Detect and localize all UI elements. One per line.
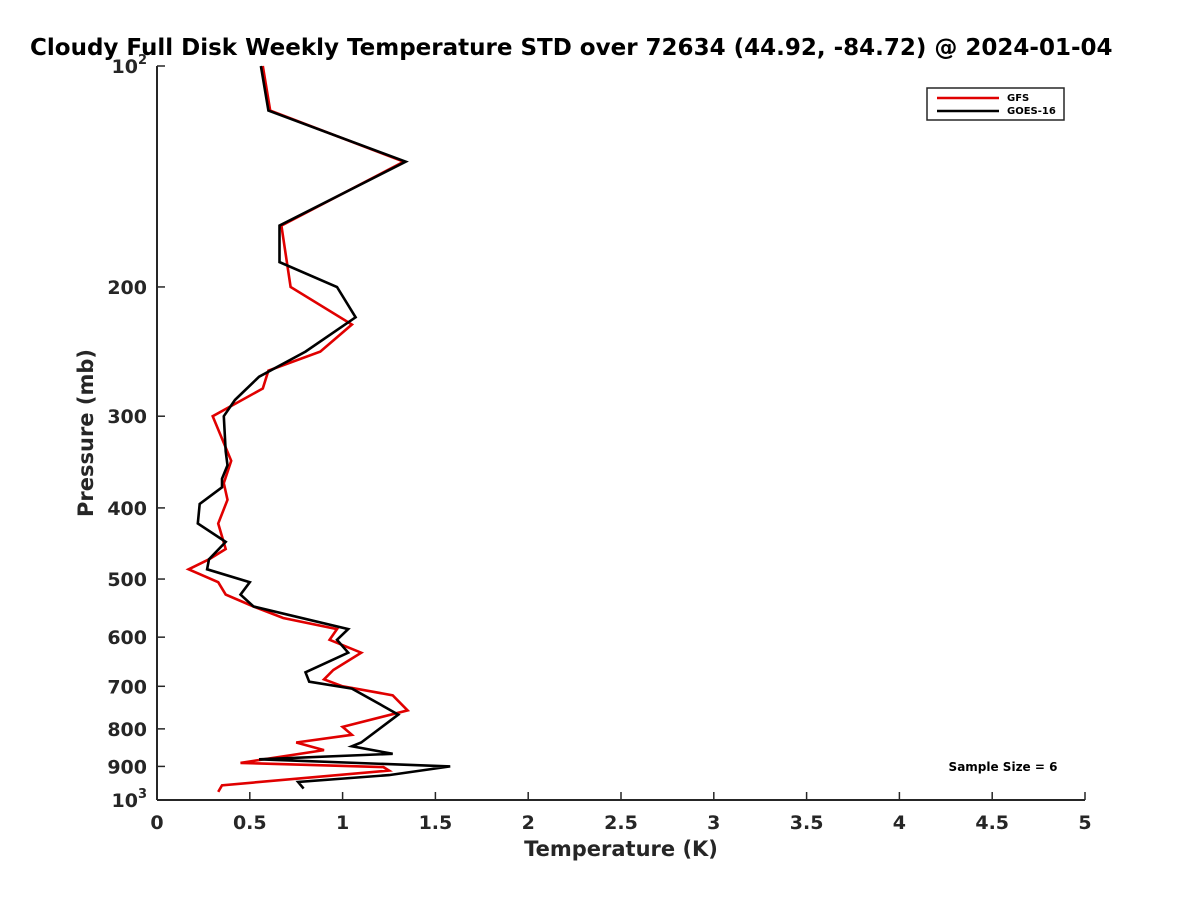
- x-tick-label: 1.5: [419, 812, 453, 834]
- y-tick-base: 10: [112, 56, 138, 78]
- x-tick-label: 0.5: [233, 812, 267, 834]
- x-tick-label: 0: [150, 812, 163, 834]
- legend-box: [926, 87, 1065, 121]
- x-tick-label: 2: [522, 812, 535, 834]
- axes: [156, 66, 1085, 801]
- y-tick-label: 300: [107, 406, 147, 428]
- y-tick-label: 200: [107, 277, 147, 299]
- x-tick-label: 2.5: [604, 812, 638, 834]
- series-layer: [185, 65, 451, 793]
- legend-label-gfs: GFS: [1007, 93, 1029, 104]
- y-tick-label: 900: [107, 756, 147, 778]
- y-tick-label: 700: [107, 676, 147, 698]
- chart-title: Cloudy Full Disk Weekly Temperature STD …: [30, 35, 1113, 61]
- y-axis-label: Pressure (mb): [74, 349, 98, 517]
- x-tick-label: 3.5: [790, 812, 824, 834]
- y-tick-label: 400: [107, 498, 147, 520]
- x-tick-label: 1: [336, 812, 349, 834]
- series-line-gfs: [185, 65, 411, 793]
- x-ticks: 0 0.5 1 1.5 2 2.5 3 3.5 4 4.5 5: [150, 792, 1092, 834]
- y-tick-exponent: 2: [138, 53, 147, 68]
- y-tick-label: 600: [107, 627, 147, 649]
- x-tick-label: 4.5: [975, 812, 1009, 834]
- x-tick-label: 3: [707, 812, 720, 834]
- y-tick-label: 103: [112, 787, 148, 812]
- sample-size-annotation: Sample Size = 6: [949, 760, 1058, 774]
- x-axis-label: Temperature (K): [524, 837, 718, 861]
- y-tick-label: 500: [107, 569, 147, 591]
- y-tick-base: 10: [112, 790, 138, 812]
- y-tick-label: 102: [112, 53, 148, 78]
- x-tick-label: 4: [893, 812, 906, 834]
- y-tick-exponent: 3: [138, 787, 147, 802]
- series-line-goes16: [196, 65, 451, 790]
- legend: GFS GOES-16: [926, 87, 1065, 121]
- x-tick-label: 5: [1078, 812, 1091, 834]
- legend-label-goes16: GOES-16: [1007, 106, 1056, 117]
- y-tick-label: 800: [107, 719, 147, 741]
